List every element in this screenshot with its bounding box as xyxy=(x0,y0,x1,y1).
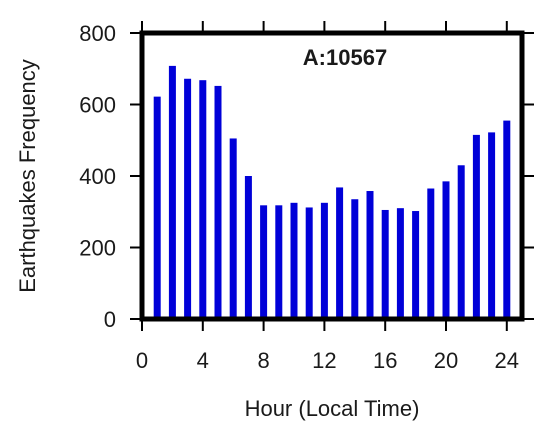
y-tick-label: 800 xyxy=(79,21,116,46)
plot-frame xyxy=(139,30,525,322)
chart-annotation: A:10567 xyxy=(303,45,387,70)
bar xyxy=(427,188,435,319)
x-tick-label: 4 xyxy=(197,348,209,373)
bar xyxy=(305,207,313,319)
bar xyxy=(396,208,404,319)
bar xyxy=(442,181,450,319)
bar xyxy=(153,96,161,319)
bar xyxy=(457,165,465,319)
bar xyxy=(168,65,176,319)
x-axis-label: Hour (Local Time) xyxy=(245,396,420,421)
bar xyxy=(472,134,480,319)
bar xyxy=(381,209,389,319)
bar xyxy=(275,205,283,319)
bar xyxy=(503,120,511,320)
bar xyxy=(351,199,359,319)
x-tick-label: 24 xyxy=(495,348,519,373)
bar xyxy=(366,191,374,319)
bar xyxy=(488,132,496,319)
y-tick-label: 600 xyxy=(79,93,116,118)
bar xyxy=(336,187,344,319)
bar xyxy=(184,78,192,319)
bar xyxy=(260,205,268,319)
bar xyxy=(244,176,252,319)
y-tick-label: 400 xyxy=(79,164,116,189)
bars-layer xyxy=(153,65,511,320)
y-tick-label: 0 xyxy=(104,307,116,332)
x-tick-label: 12 xyxy=(312,348,336,373)
x-tick-label: 20 xyxy=(434,348,458,373)
bar xyxy=(412,211,420,319)
y-tick-label: 200 xyxy=(79,236,116,261)
bar xyxy=(214,85,222,319)
x-tick-label: 8 xyxy=(257,348,269,373)
x-tick-label: 16 xyxy=(373,348,397,373)
x-tick-label: 0 xyxy=(136,348,148,373)
bar xyxy=(229,138,237,319)
axes-layer: 0 4 8 12 16 20 24 0 200 400 600 800 xyxy=(79,21,534,373)
bar xyxy=(320,202,328,319)
y-axis-label: Earthquakes Frequency xyxy=(15,59,40,293)
bar xyxy=(290,202,298,319)
bar xyxy=(199,80,207,319)
